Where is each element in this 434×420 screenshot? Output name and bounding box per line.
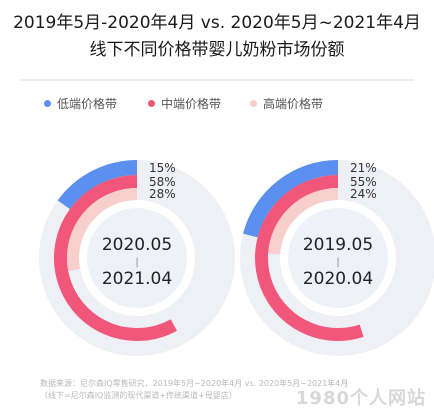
center-label-start: 2019.05 (303, 235, 373, 255)
arc-low (57, 160, 138, 211)
legend-item-low: 低端价格带 (44, 95, 117, 112)
radial-chart-1: 15%58%28% 2020.05 |2021.04 (39, 160, 235, 356)
center-label-separator: | (135, 257, 138, 268)
title-line-1: 2019年5月-2020年4月 vs. 2020年5月~2021年4月 (13, 13, 421, 33)
legend: 低端价格带 中端价格带 高端价格带 (44, 95, 404, 113)
legend-swatch-low (44, 100, 51, 107)
arc-high (268, 188, 339, 255)
chart-title: 2019年5月-2020年4月 vs. 2020年5月~2021年4月 线下不同… (0, 10, 434, 64)
value-label-mid: 58% (149, 175, 176, 189)
source-note: 数据来源：尼尔森IQ零售研究，2019年5月~2020年4月 vs. 2020年… (40, 378, 434, 402)
value-label-mid: 55% (350, 175, 377, 189)
legend-item-mid: 中端价格带 (148, 95, 221, 112)
center-label-end: 2020.04 (303, 269, 373, 289)
center-label-separator: | (336, 257, 339, 268)
watermark-text: 1980个人网站 (295, 388, 426, 409)
arc-mid (54, 175, 177, 341)
value-label-high: 24% (350, 187, 377, 201)
value-label-low: 21% (350, 161, 377, 175)
source-line-1: 数据来源：尼尔森IQ零售研究，2019年5月~2020年4月 vs. 2020年… (40, 379, 349, 388)
legend-swatch-high (250, 100, 257, 107)
legend-item-high: 高端价格带 (250, 95, 323, 112)
arc-mid (255, 175, 364, 341)
value-label-high: 28% (149, 187, 176, 201)
title-line-2: 线下不同价格带婴儿奶粉市场份额 (89, 40, 345, 60)
arc-high (67, 188, 138, 272)
legend-label-high: 高端价格带 (263, 97, 324, 111)
center-disc (288, 208, 388, 308)
radial-chart-2: 21%55%24% 2019.05 |2020.04 (240, 160, 434, 356)
source-line-2: （线下=尼尔森IQ监测的现代渠道+传统渠道+母婴店） (40, 391, 237, 400)
charts-layer: 15%58%28%2020.05|2021.0421%55%24%2019.05… (39, 160, 434, 356)
center-label-start: 2020.05 (102, 235, 172, 255)
legend-label-mid: 中端价格带 (161, 97, 222, 111)
value-label-low: 15% (149, 161, 176, 175)
arc-low (243, 160, 339, 238)
legend-swatch-mid (148, 100, 155, 107)
center-disc (87, 208, 187, 308)
legend-label-low: 低端价格带 (57, 97, 118, 111)
center-label-end: 2021.04 (102, 269, 172, 289)
